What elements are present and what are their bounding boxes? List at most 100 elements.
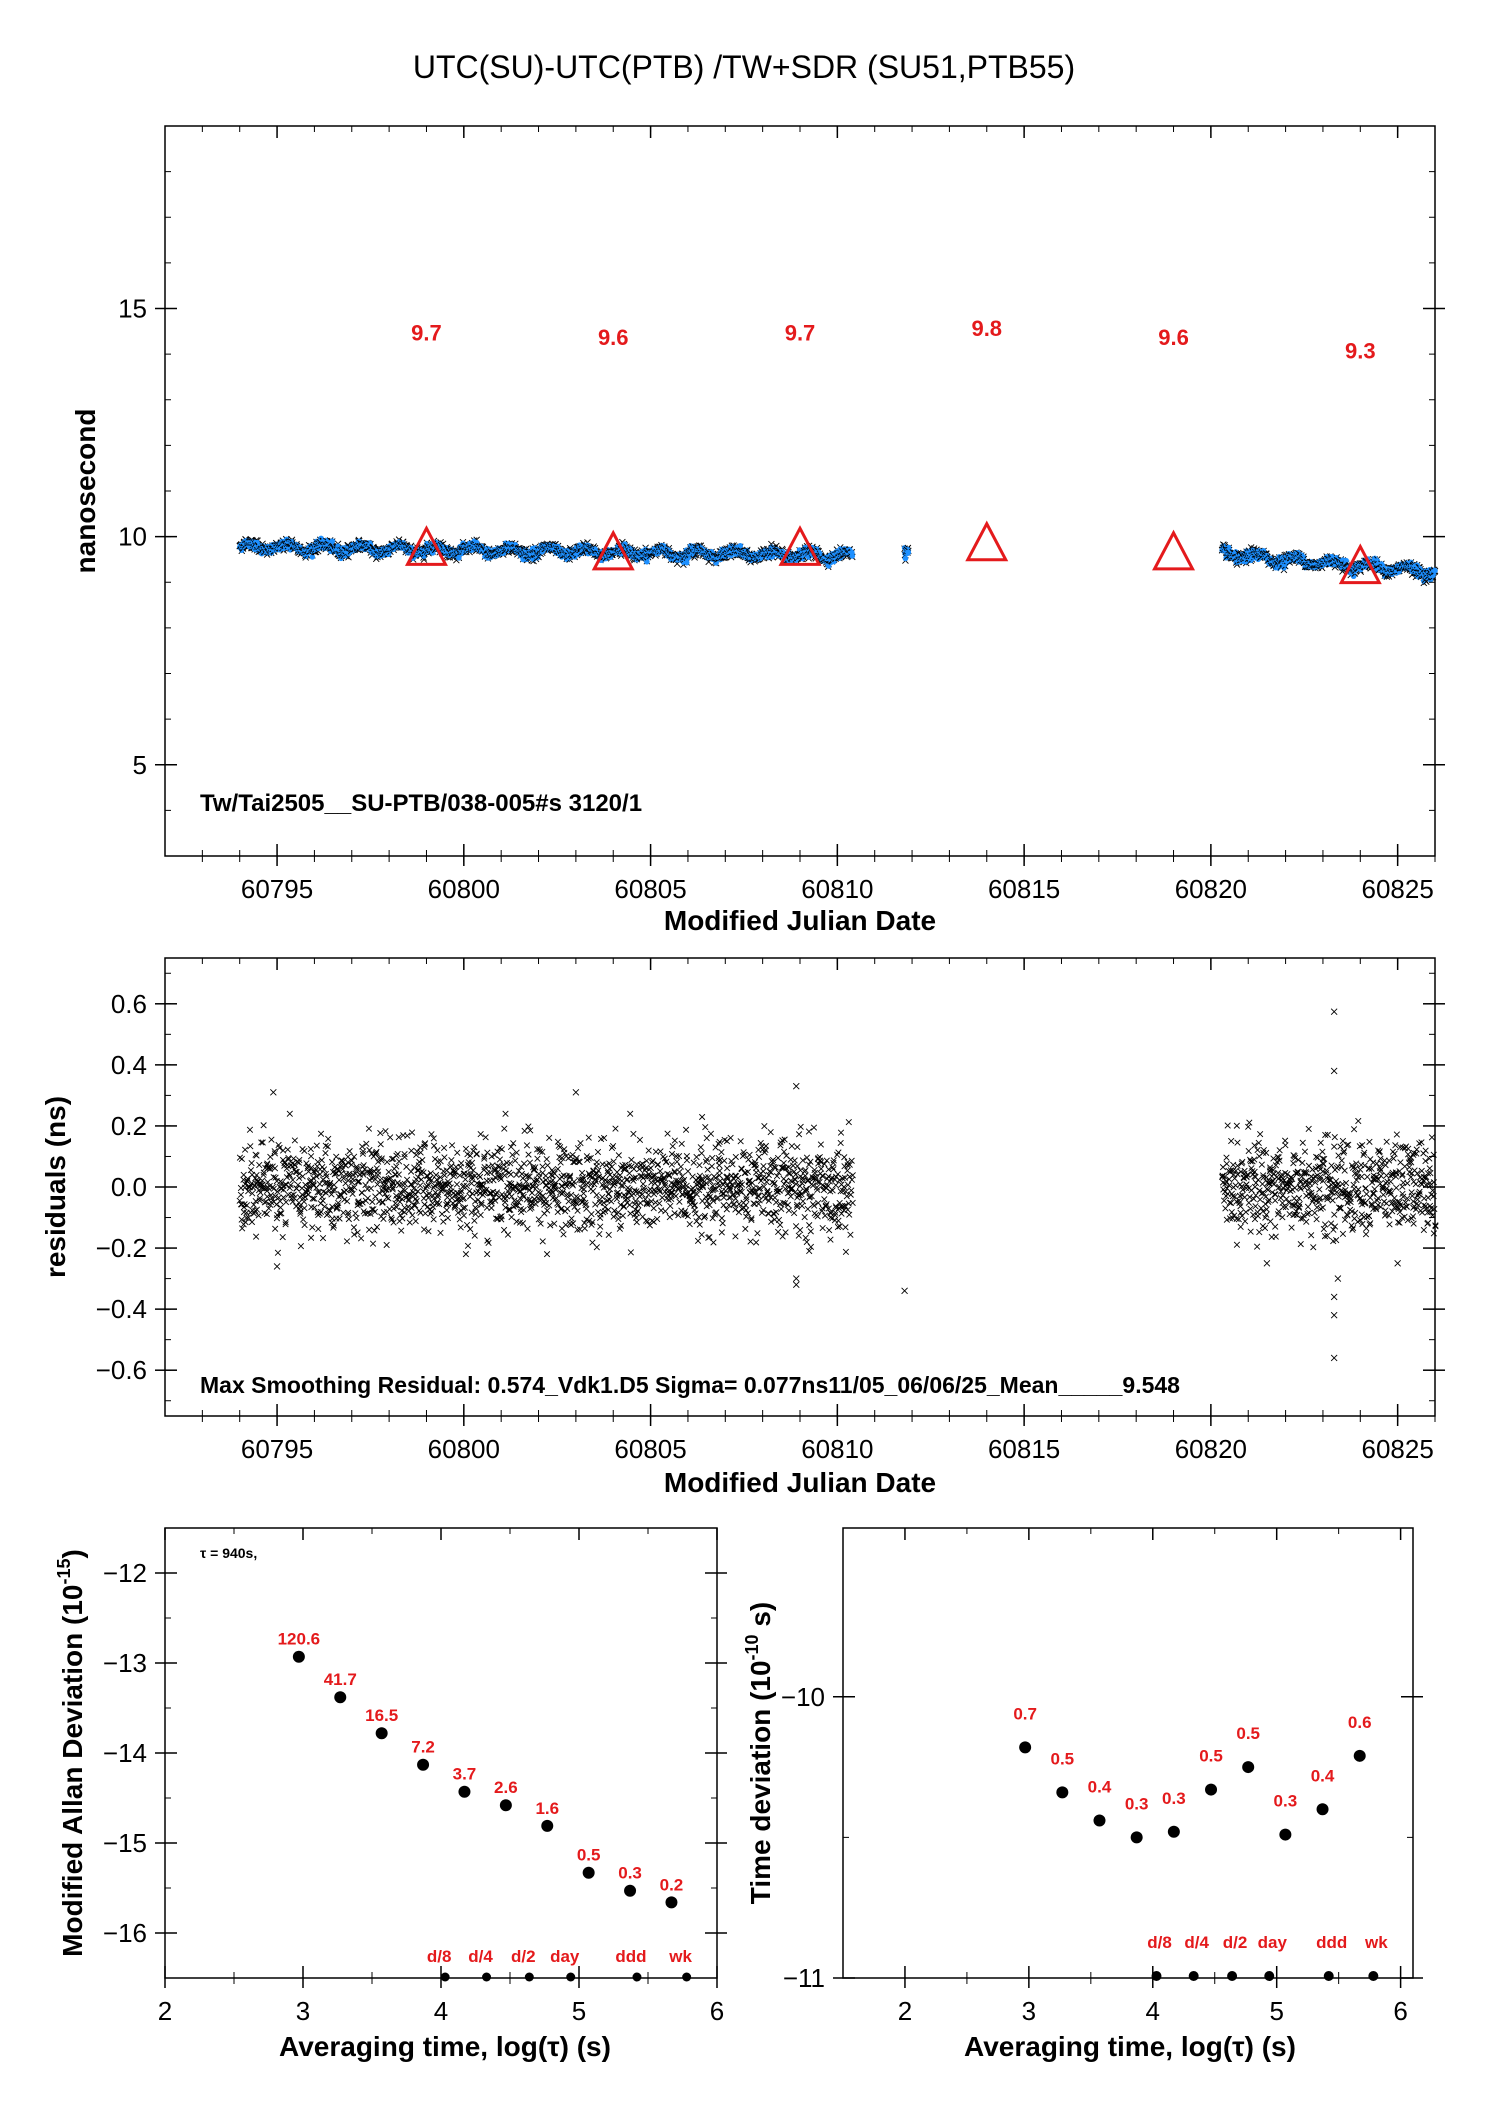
residual-point xyxy=(283,1165,290,1172)
residual-point xyxy=(369,1198,376,1206)
residual-point xyxy=(393,1163,400,1170)
residual-point xyxy=(414,1188,422,1195)
residual-point xyxy=(471,1144,478,1151)
residuals-panel: 60795 60800 60805 60810 60815 60820 60825−0.6−… xyxy=(40,957,1445,1498)
residual-point xyxy=(320,1188,327,1195)
residual-point xyxy=(297,1242,305,1250)
residual-point xyxy=(419,1156,426,1164)
residual-point xyxy=(457,1224,464,1231)
residual-point xyxy=(485,1239,492,1246)
residual-point xyxy=(342,1162,349,1169)
residual-point xyxy=(407,1168,415,1175)
residual-point xyxy=(462,1145,470,1152)
residual-point xyxy=(377,1129,384,1137)
residual-point xyxy=(243,1202,251,1209)
residual-point xyxy=(412,1218,419,1225)
residual-point xyxy=(307,1153,315,1160)
residual-point xyxy=(392,1200,399,1207)
residual-point xyxy=(408,1147,415,1154)
residual-point xyxy=(464,1242,472,1249)
residual-point xyxy=(446,1180,453,1187)
data-point xyxy=(1432,567,1438,574)
residual-point xyxy=(333,1153,340,1160)
residual-point xyxy=(448,1156,455,1164)
residual-point xyxy=(430,1142,438,1149)
residual-point xyxy=(395,1171,402,1178)
residual-point xyxy=(437,1229,444,1236)
residual-point xyxy=(358,1189,366,1197)
residual-point xyxy=(380,1215,387,1222)
x-tick-label: 60825 xyxy=(1361,874,1433,904)
residual-point xyxy=(462,1251,470,1258)
residual-point xyxy=(325,1135,332,1142)
residual-point xyxy=(335,1176,343,1183)
residual-point xyxy=(382,1127,389,1135)
residual-point xyxy=(301,1221,308,1229)
x-tick-label: 60815 xyxy=(988,874,1060,904)
mean-value-label: 9.7 xyxy=(411,320,442,345)
residual-point xyxy=(353,1214,360,1222)
residual-point xyxy=(317,1208,325,1216)
residual-point xyxy=(246,1126,254,1133)
residual-point xyxy=(274,1249,282,1256)
mean-value-label: 9.7 xyxy=(785,320,816,345)
residual-point xyxy=(238,1155,245,1162)
residual-point xyxy=(343,1238,351,1245)
residual-point xyxy=(496,1156,504,1163)
residual-point xyxy=(284,1146,291,1153)
residual-point xyxy=(477,1131,484,1138)
residual-point xyxy=(291,1137,298,1144)
residual-point xyxy=(502,1110,509,1117)
x-tick-label: 60805 xyxy=(614,874,686,904)
residual-point xyxy=(329,1158,336,1166)
residual-point xyxy=(440,1218,447,1225)
residual-point xyxy=(277,1204,284,1211)
residual-point xyxy=(467,1152,474,1159)
residual-point xyxy=(413,1197,420,1205)
residual-point xyxy=(344,1198,351,1205)
residual-point xyxy=(263,1210,270,1218)
residual-point xyxy=(307,1145,314,1153)
residual-point xyxy=(346,1148,353,1155)
residual-point xyxy=(471,1217,478,1224)
residual-point xyxy=(322,1142,329,1149)
residual-point xyxy=(313,1142,320,1149)
residual-point xyxy=(248,1159,255,1167)
residual-point xyxy=(500,1226,508,1234)
residual-point xyxy=(385,1195,392,1202)
residual-point xyxy=(364,1195,371,1202)
mean-value-label: 9.6 xyxy=(598,325,629,350)
residual-point xyxy=(507,1171,514,1178)
residual-point xyxy=(448,1142,456,1149)
residual-point xyxy=(395,1158,403,1165)
plot-frame xyxy=(164,125,1436,857)
residual-point xyxy=(504,1231,512,1238)
y-axis-label: nanosecond xyxy=(70,409,101,574)
mean-value-label: 9.8 xyxy=(971,316,1002,341)
residual-point xyxy=(398,1227,405,1234)
x-tick-label: 60810 xyxy=(801,874,873,904)
run-annotation: Tw/Tai2505__SU-PTB/038-005#s 3120/1 xyxy=(200,790,642,817)
residual-point xyxy=(420,1226,428,1233)
residual-point xyxy=(253,1206,261,1213)
residual-point xyxy=(409,1212,416,1219)
data-point xyxy=(902,555,909,562)
residual-point xyxy=(406,1219,413,1226)
residual-point xyxy=(425,1228,432,1235)
residual-point xyxy=(285,1170,293,1178)
residual-point xyxy=(385,1168,392,1176)
residual-point xyxy=(309,1224,316,1231)
residual-point xyxy=(441,1154,448,1161)
data-point xyxy=(329,538,336,545)
residual-point xyxy=(484,1251,491,1258)
residual-point xyxy=(404,1132,411,1139)
data-layer: 9.7 9.6 9.7 9.8 9.69.3 xyxy=(236,316,1439,587)
residual-point xyxy=(247,1143,254,1150)
residual-point xyxy=(476,1173,484,1181)
residual-point xyxy=(401,1151,408,1158)
residual-point xyxy=(502,1167,510,1174)
residual-point xyxy=(316,1180,323,1188)
y-tick-label: 10 xyxy=(118,522,147,552)
residual-point xyxy=(394,1150,401,1158)
